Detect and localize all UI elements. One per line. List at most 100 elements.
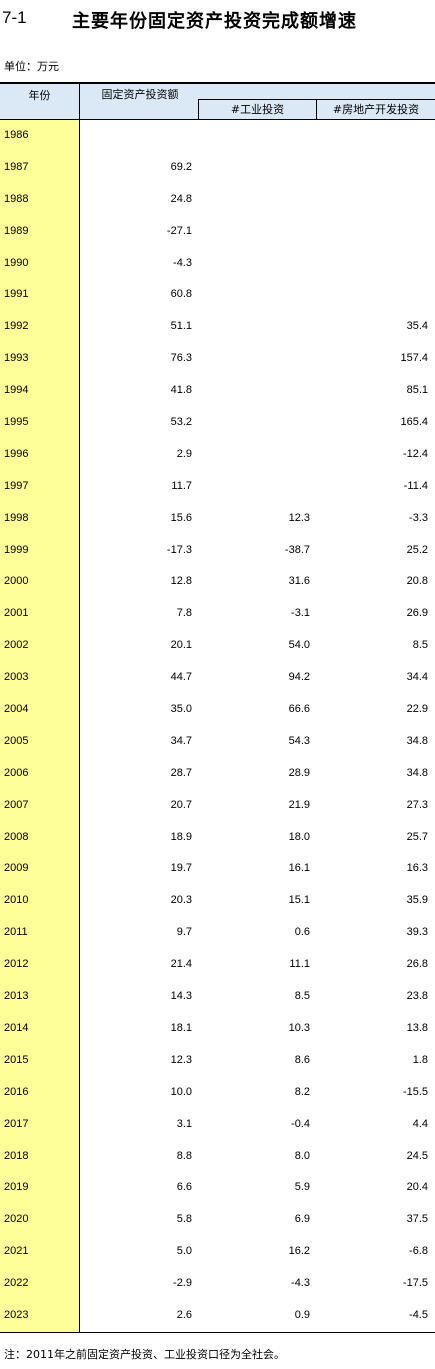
- industry-investment-cell: 15.1: [288, 894, 310, 907]
- realestate-investment-cell: 24.5: [406, 1149, 428, 1162]
- realestate-investment-cell: -11.4: [403, 479, 428, 492]
- fixed-investment-cell: 18.9: [170, 830, 192, 843]
- fixed-investment-cell: 18.1: [170, 1021, 192, 1034]
- table-row: 1993 76.3 157.4: [0, 343, 435, 376]
- table-row: 2015 12.3 8.6 1.8: [0, 1044, 435, 1077]
- realestate-investment-cell: 8.5: [412, 639, 428, 652]
- fixed-investment-cell: 51.1: [170, 320, 192, 333]
- industry-investment-cell: 16.1: [288, 862, 310, 875]
- year-cell: 2017: [0, 1108, 80, 1141]
- table-row: 1995 53.2 165.4: [0, 407, 435, 439]
- header-fixed-investment: 固定资产投资额: [101, 88, 179, 101]
- realestate-investment-cell: 37.5: [406, 1213, 428, 1226]
- industry-investment-cell: 28.9: [288, 766, 310, 779]
- fixed-investment-cell: 8.8: [176, 1149, 192, 1162]
- realestate-investment-cell: [316, 279, 428, 311]
- year-cell: 1990: [0, 247, 80, 280]
- realestate-investment-cell: 26.9: [406, 607, 428, 620]
- year-cell: 1997: [0, 470, 80, 503]
- industry-investment-cell: 12.3: [288, 511, 310, 524]
- table-row: 1992 51.1 35.4: [0, 311, 435, 344]
- industry-investment-cell: 94.2: [288, 671, 310, 684]
- fixed-investment-cell: 53.2: [170, 416, 192, 429]
- table-header: 年份 固定资产投资额 #工业投资 #房地产开发投资: [0, 82, 435, 120]
- fixed-investment-cell: 12.8: [170, 575, 192, 588]
- industry-investment-cell: 18.0: [288, 830, 310, 843]
- realestate-investment-cell: -6.8: [409, 1245, 428, 1258]
- fixed-investment-cell: 21.4: [170, 958, 192, 971]
- industry-investment-cell: 8.6: [294, 1053, 310, 1066]
- table-row: 2010 20.3 15.1 35.9: [0, 885, 435, 918]
- realestate-investment-cell: -12.4: [402, 447, 428, 460]
- table-row: 2020 5.8 6.9 37.5: [0, 1204, 435, 1237]
- fixed-investment-cell: 7.8: [176, 607, 192, 620]
- industry-investment-cell: [198, 184, 310, 216]
- realestate-investment-cell: -3.3: [409, 511, 428, 524]
- industry-investment-cell: [198, 216, 310, 248]
- table-row: 2006 28.7 28.9 34.8: [0, 757, 435, 790]
- industry-investment-cell: [198, 120, 310, 152]
- fixed-investment-cell: 20.1: [170, 639, 192, 652]
- table-row: 2023 2.6 0.9 -4.5: [0, 1299, 435, 1332]
- table-row: 2011 9.7 0.6 39.3: [0, 917, 435, 950]
- realestate-investment-cell: 157.4: [400, 352, 428, 365]
- realestate-investment-cell: 34.4: [406, 671, 428, 684]
- table-row: 1991 60.8: [0, 279, 435, 312]
- year-cell: 2022: [0, 1268, 80, 1300]
- data-table: 年份 固定资产投资额 #工业投资 #房地产开发投资 1986 1987 69.2 19…: [0, 82, 435, 1333]
- fixed-investment-cell: 60.8: [170, 288, 192, 301]
- industry-investment-cell: 21.9: [288, 798, 310, 811]
- industry-investment-cell: -0.4: [291, 1117, 310, 1130]
- year-cell: 2002: [0, 630, 80, 663]
- realestate-investment-cell: 20.8: [406, 575, 428, 588]
- fixed-investment-cell: -17.3: [166, 543, 192, 556]
- realestate-investment-cell: [316, 120, 428, 152]
- table-row: 2013 14.3 8.5 23.8: [0, 981, 435, 1013]
- fixed-investment-cell: 14.3: [170, 990, 192, 1003]
- fixed-investment-cell: 2.6: [176, 1308, 192, 1321]
- industry-investment-cell: 66.6: [288, 703, 310, 716]
- industry-investment-cell: 6.9: [294, 1213, 310, 1226]
- realestate-investment-cell: 16.3: [406, 862, 428, 875]
- realestate-investment-cell: -15.5: [402, 1085, 428, 1098]
- realestate-investment-cell: 35.9: [406, 894, 428, 907]
- year-cell: 1988: [0, 183, 80, 216]
- table-row: 2002 20.1 54.0 8.5: [0, 630, 435, 663]
- fixed-investment-cell: 10.0: [170, 1085, 192, 1098]
- realestate-investment-cell: [316, 248, 428, 280]
- fixed-investment-cell: 69.2: [170, 160, 192, 173]
- fixed-investment-cell: 44.7: [170, 671, 192, 684]
- table-row: 1987 69.2: [0, 151, 435, 184]
- table-row: 2019 6.6 5.9 20.4: [0, 1172, 435, 1205]
- table-row: 2021 5.0 16.2 -6.8: [0, 1236, 435, 1269]
- realestate-investment-cell: 22.9: [406, 703, 428, 716]
- year-cell: 2014: [0, 1012, 80, 1045]
- realestate-investment-cell: [316, 152, 428, 184]
- table-row: 2017 3.1 -0.4 4.4: [0, 1108, 435, 1141]
- fixed-investment-cell: 20.7: [170, 798, 192, 811]
- fixed-investment-cell: 34.7: [170, 734, 192, 747]
- realestate-investment-cell: 165.4: [400, 416, 428, 429]
- realestate-investment-cell: 34.8: [406, 766, 428, 779]
- fixed-investment-cell: 6.6: [176, 1181, 192, 1194]
- fixed-investment-cell: 11.7: [171, 479, 192, 492]
- fixed-investment-cell: 41.8: [170, 384, 192, 397]
- industry-investment-cell: [198, 407, 310, 439]
- table-row: 1986: [0, 120, 435, 152]
- fixed-investment-cell: 24.8: [170, 192, 192, 205]
- year-cell: 2013: [0, 981, 80, 1013]
- year-cell: 2009: [0, 853, 80, 886]
- industry-investment-cell: 0.9: [294, 1308, 310, 1321]
- year-cell: 2015: [0, 1044, 80, 1077]
- table-row: 1990 -4.3: [0, 247, 435, 280]
- industry-investment-cell: 54.0: [288, 639, 310, 652]
- realestate-investment-cell: 25.7: [406, 830, 428, 843]
- realestate-investment-cell: 1.8: [412, 1053, 428, 1066]
- realestate-investment-cell: -4.5: [409, 1308, 428, 1321]
- table-row: 2008 18.9 18.0 25.7: [0, 821, 435, 854]
- industry-investment-cell: 16.2: [288, 1245, 310, 1258]
- fixed-investment-cell: 5.0: [176, 1245, 192, 1258]
- table-row: 2009 19.7 16.1 16.3: [0, 853, 435, 886]
- table-number: 7-1: [2, 8, 27, 27]
- fixed-investment-cell: [80, 120, 192, 152]
